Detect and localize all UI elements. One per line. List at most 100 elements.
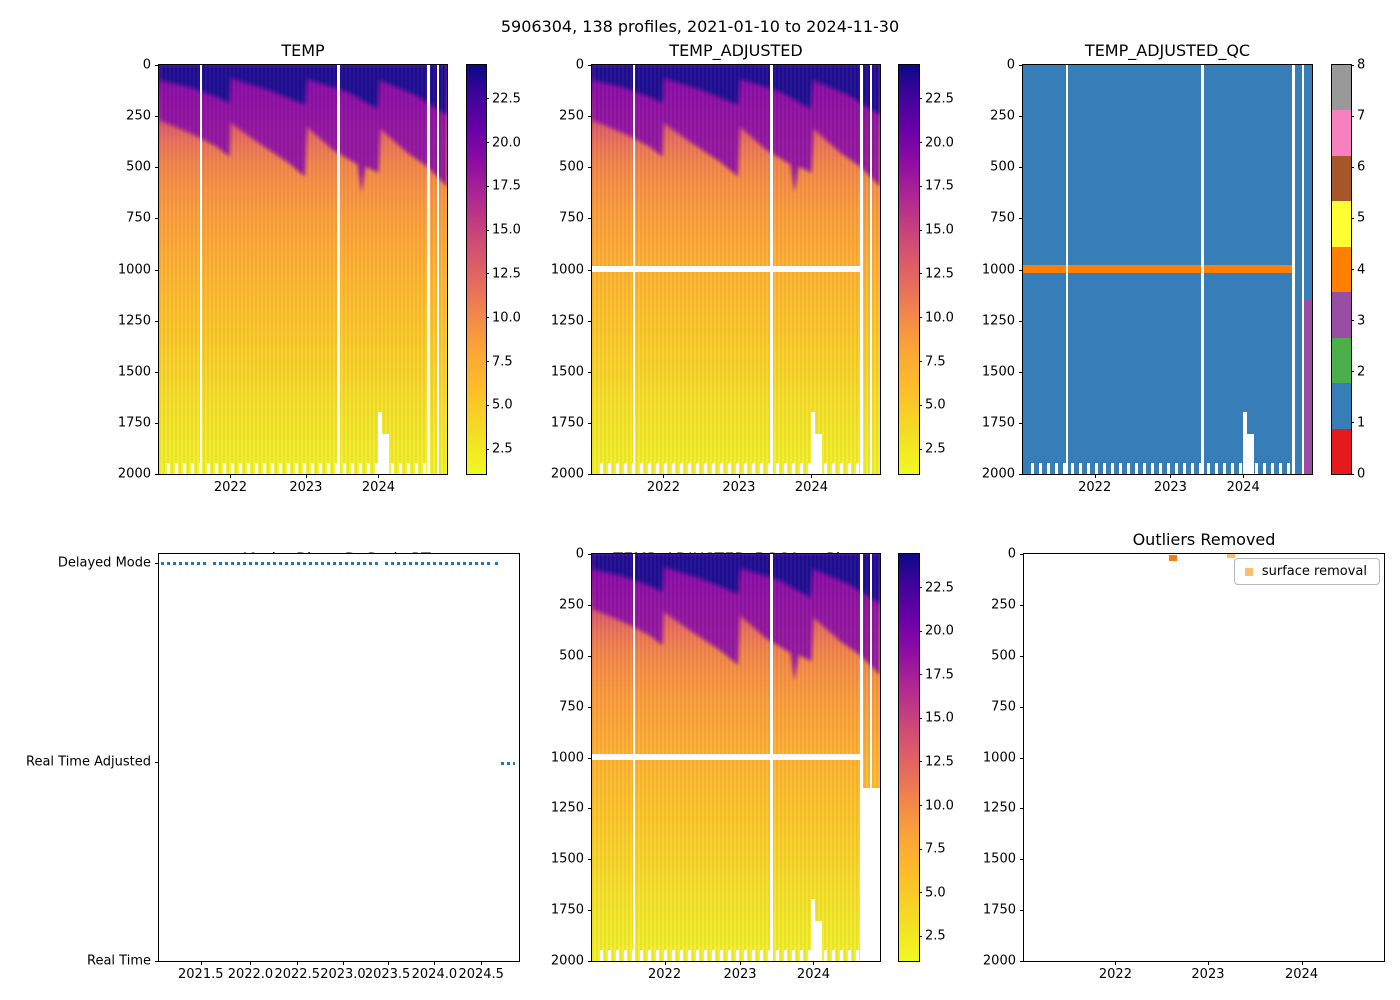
y-tick-label: 500 bbox=[559, 159, 584, 175]
colorbar-tick-label: 2 bbox=[1357, 364, 1366, 380]
y-tick bbox=[1020, 706, 1024, 708]
y-tick-label: 750 bbox=[559, 210, 584, 226]
legend-label: surface removal bbox=[1261, 564, 1367, 579]
x-tick-label: 2022.5 bbox=[274, 967, 320, 982]
y-tick bbox=[1019, 65, 1023, 66]
y-tick-label: 1500 bbox=[550, 364, 584, 380]
y-tick bbox=[155, 422, 159, 424]
colorbar-tick bbox=[919, 404, 922, 406]
temp-adjusted-qc-panel: 2022 2023 2024 0 250 500 750 1000 1250 1500 1750 20… bbox=[982, 58, 1313, 495]
profile-striping bbox=[159, 65, 447, 474]
y-tick-label: 750 bbox=[990, 210, 1015, 226]
x-tick bbox=[664, 961, 666, 965]
missing-profile-gap bbox=[437, 65, 440, 474]
y-tick bbox=[155, 65, 159, 66]
colorbar-tick-label: 22.5 bbox=[492, 91, 521, 107]
colorbar-tick-label: 7 bbox=[1357, 108, 1366, 124]
x-tick bbox=[250, 961, 252, 965]
x-tick-label: 2024 bbox=[361, 480, 395, 495]
bottom-notch bbox=[381, 434, 389, 474]
y-tick-label: 2000 bbox=[550, 466, 584, 482]
colorbar-tick bbox=[919, 142, 922, 144]
y-tick-label: 2000 bbox=[981, 466, 1015, 482]
qc-column-3 bbox=[1303, 300, 1309, 474]
y-tick-label: 1750 bbox=[117, 415, 151, 431]
y-tick-label: 750 bbox=[559, 699, 584, 715]
colorbar-tick bbox=[1351, 320, 1354, 322]
colorbar-tick-label: 22.5 bbox=[925, 91, 954, 107]
y-tick bbox=[588, 554, 592, 555]
x-tick-label: 2023 bbox=[289, 480, 323, 495]
delayed-mode-markers bbox=[161, 562, 209, 565]
y-tick bbox=[1020, 604, 1024, 606]
x-tick-label: 2022 bbox=[1098, 967, 1132, 982]
y-tick bbox=[588, 706, 592, 708]
missing-profile-gap bbox=[427, 65, 431, 474]
x-tick bbox=[1207, 961, 1209, 965]
colorbar-tick-label: 2.5 bbox=[925, 928, 946, 944]
y-tick bbox=[588, 655, 592, 657]
x-tick-label: 2022 bbox=[646, 480, 680, 495]
y-tick bbox=[1020, 859, 1024, 861]
missing-profile-gap bbox=[870, 65, 873, 474]
colorbar-tick-label: 7.5 bbox=[925, 354, 946, 370]
temp-adjusted-colorbar: 22.5 20.0 17.5 15.0 12.5 10.0 7.5 5.0 2.5 bbox=[898, 64, 954, 475]
colorbar-tick-label: 5.0 bbox=[925, 885, 946, 901]
x-tick bbox=[811, 474, 813, 478]
y-tick-label: 500 bbox=[126, 159, 151, 175]
surface-removal-marker bbox=[1227, 554, 1236, 558]
y-tick bbox=[155, 167, 159, 169]
colorbar-tick bbox=[919, 717, 922, 719]
y-tick bbox=[588, 422, 592, 424]
x-tick-label: 2022 bbox=[213, 480, 247, 495]
x-tick bbox=[200, 961, 202, 965]
y-tick bbox=[1019, 474, 1023, 475]
y-tick-label: 0 bbox=[142, 57, 151, 73]
colorbar-tick-label: 15.0 bbox=[925, 222, 954, 238]
missing-profile-gap bbox=[632, 554, 635, 961]
x-tick bbox=[481, 961, 483, 965]
y-tick bbox=[155, 320, 159, 322]
colorbar-tick bbox=[919, 98, 922, 100]
missing-profile-gap bbox=[860, 65, 864, 474]
temp-adjusted-title: TEMP_ADJUSTED bbox=[669, 41, 803, 60]
colorbar-tick bbox=[1351, 473, 1354, 475]
temp-title: TEMP bbox=[281, 41, 325, 60]
x-tick-label: 2021.5 bbox=[178, 967, 224, 982]
y-tick bbox=[1020, 808, 1024, 810]
x-tick-label: 2023 bbox=[723, 967, 757, 982]
qc-colorbar-segment-5 bbox=[1332, 201, 1351, 247]
y-tick-label: 1500 bbox=[981, 364, 1015, 380]
y-tick-label: 250 bbox=[559, 597, 584, 613]
colorbar-tick-label: 2.5 bbox=[925, 441, 946, 457]
colorbar-tick bbox=[919, 805, 922, 807]
delayed-mode-markers bbox=[495, 562, 501, 565]
y-tick-label: 0 bbox=[575, 57, 584, 73]
colorbar-tick bbox=[486, 185, 489, 187]
y-tick bbox=[1020, 554, 1024, 555]
x-tick-label: 2024 bbox=[1285, 967, 1319, 982]
bottom-comb bbox=[594, 463, 860, 474]
y-tick-label: 1750 bbox=[981, 415, 1015, 431]
y-tick bbox=[1020, 757, 1024, 759]
y-tick bbox=[588, 371, 592, 373]
y-tick bbox=[155, 474, 159, 475]
y-tick-label: 500 bbox=[990, 159, 1015, 175]
qc-band-4 bbox=[1023, 264, 1293, 273]
missing-profile-gap bbox=[860, 554, 864, 961]
bottom-notch bbox=[377, 412, 382, 474]
y-tick bbox=[588, 859, 592, 861]
bgc-colorbar: 22.5 20.0 17.5 15.0 12.5 10.0 7.5 5.0 2.5 bbox=[898, 553, 954, 962]
qc-colorbar: 8 7 6 5 4 3 2 1 0 bbox=[1331, 58, 1365, 482]
y-tick bbox=[1019, 320, 1023, 322]
colorbar-tick-label: 2.5 bbox=[492, 441, 513, 457]
thermocline-art bbox=[592, 65, 880, 193]
bottom-notch bbox=[814, 434, 822, 474]
y-tick-label: 0 bbox=[1006, 57, 1015, 73]
qc-colorbar-segment-1 bbox=[1332, 383, 1351, 429]
y-tick-label: 1250 bbox=[550, 800, 584, 816]
y-tick-label: 250 bbox=[559, 108, 584, 124]
y-tick-label: 1000 bbox=[550, 262, 584, 277]
bgc-heatmap-panel: 2022 2023 2024 0 250 500 750 1000 1250 1500 1750 20… bbox=[551, 547, 881, 982]
real-time-adjusted-markers bbox=[501, 762, 516, 765]
